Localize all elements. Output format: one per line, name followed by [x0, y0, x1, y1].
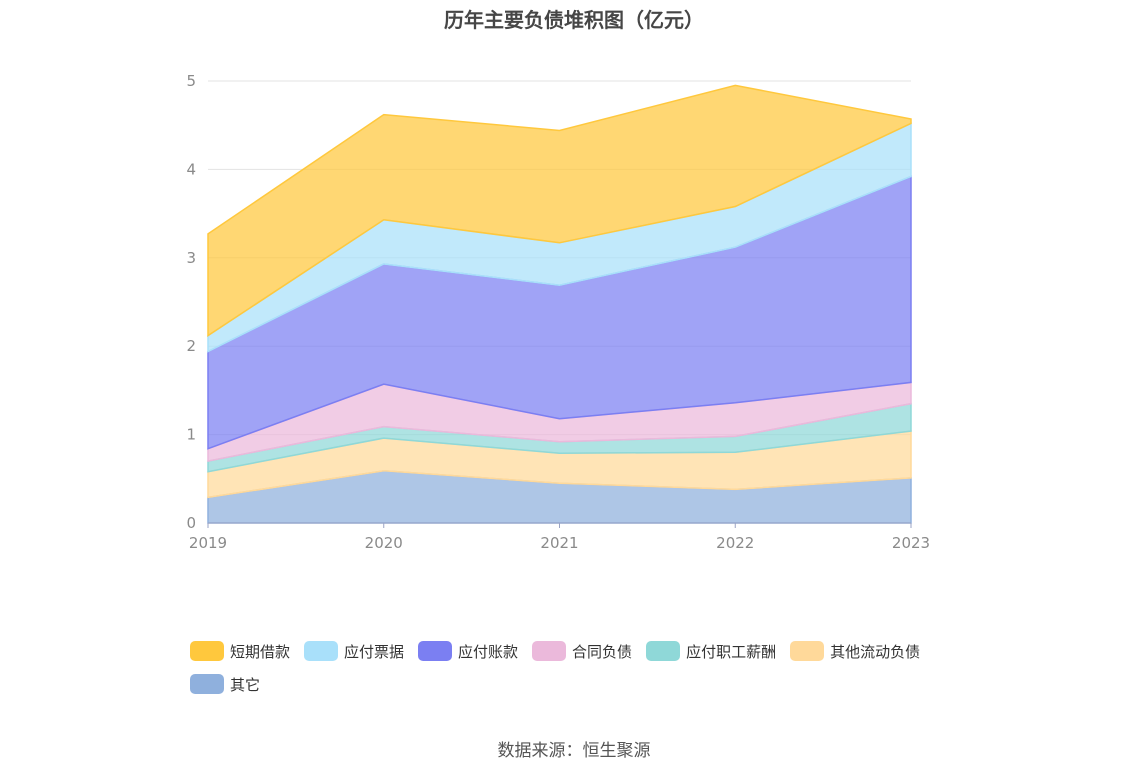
legend-item[interactable]: 应付账款	[418, 638, 518, 664]
area-series-layer	[207, 84, 912, 524]
x-tick-label: 2022	[716, 534, 754, 552]
x-tick-label: 2023	[892, 534, 930, 552]
y-tick-label: 4	[186, 160, 196, 178]
legend-swatch	[790, 641, 825, 661]
legend-item[interactable]: 应付票据	[304, 638, 404, 664]
legend-label: 应付职工薪酬	[686, 642, 777, 661]
legend-item[interactable]: 合同负债	[532, 638, 632, 664]
legend-swatch	[190, 674, 224, 694]
y-tick-label: 2	[186, 337, 196, 355]
legend-label: 应付账款	[458, 642, 519, 661]
legend-label: 短期借款	[230, 642, 291, 661]
y-tick-label: 1	[186, 426, 196, 444]
legend-label: 其它	[230, 675, 261, 694]
legend-swatch	[646, 641, 681, 661]
x-tick-label: 2020	[365, 534, 403, 552]
data-source-note: 数据来源：恒生聚源	[497, 741, 651, 761]
area-series	[207, 84, 912, 337]
legend-item[interactable]: 短期借款	[190, 638, 290, 664]
legend-item[interactable]: 其它	[190, 671, 260, 697]
legend-swatch	[532, 641, 567, 661]
x-tick-label: 2021	[540, 534, 578, 552]
legend-swatch	[190, 641, 224, 661]
axes: 0 1 2 3 4 5 2019 2020 2021 2022 2023	[186, 72, 930, 552]
legend-swatch	[304, 641, 339, 661]
chart-title: 历年主要负债堆积图（亿元）	[444, 8, 704, 32]
legend-item[interactable]: 应付职工薪酬	[646, 638, 776, 664]
y-tick-label: 0	[186, 514, 196, 532]
legend-swatch	[418, 641, 453, 661]
legend-item[interactable]: 其他流动负债	[790, 638, 920, 664]
legend-label: 应付票据	[344, 642, 405, 661]
y-tick-label: 3	[186, 249, 196, 267]
chart-legend: 短期借款 应付票据 应付账款 合同负债 应付职工薪酬 其他流动负债其它	[190, 638, 990, 704]
legend-label: 其他流动负债	[830, 642, 921, 661]
y-tick-label: 5	[186, 72, 196, 90]
x-tick-label: 2019	[189, 534, 227, 552]
legend-label: 合同负债	[572, 642, 633, 661]
